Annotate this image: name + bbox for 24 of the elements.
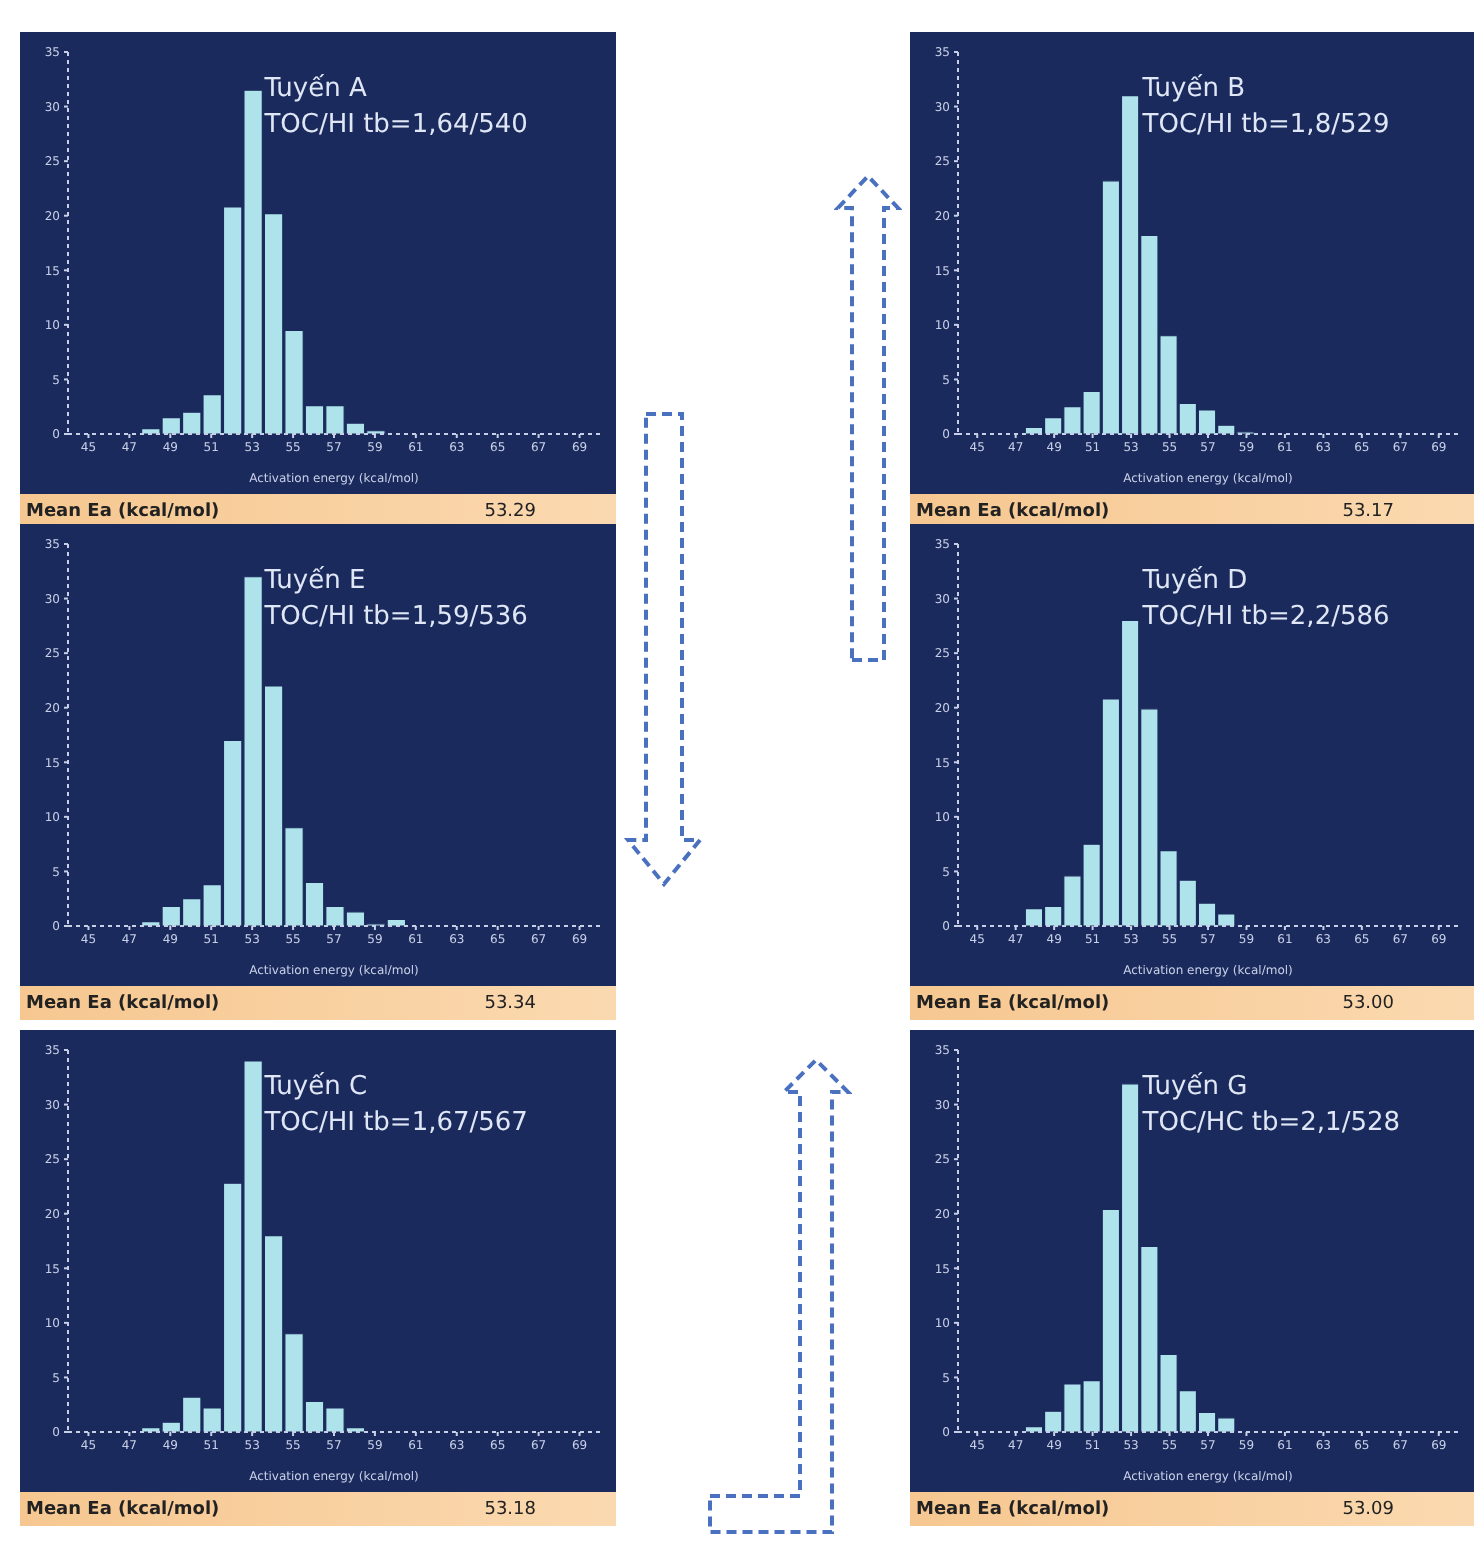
text: Tuyến D xyxy=(1142,564,1250,600)
text: TOC/HI tb=2,2/586 xyxy=(1142,600,1390,636)
text: TOC/HI tb=1,59/536 xyxy=(264,600,528,636)
text: TOC/HI tb=1,64/540 xyxy=(264,108,528,144)
text: TOC/HC tb=2,1/528 xyxy=(1142,1106,1401,1142)
text: 53.09 xyxy=(1342,1499,1394,1519)
text: Tuyến C xyxy=(264,1070,370,1106)
text: Mean Ea (kcal/mol) xyxy=(26,993,220,1013)
text: Mean Ea (kcal/mol) xyxy=(26,501,220,521)
text: 53.17 xyxy=(1342,501,1394,521)
text: 53.00 xyxy=(1342,993,1394,1013)
text: Tuyến A xyxy=(264,72,369,108)
text: Mean Ea (kcal/mol) xyxy=(916,501,1110,521)
text: Tuyến B xyxy=(1142,72,1247,108)
text: 53.34 xyxy=(484,993,536,1013)
text: Tuyến G xyxy=(1142,1070,1250,1106)
text: TOC/HI tb=1,67/567 xyxy=(264,1106,528,1142)
text: 53.29 xyxy=(484,501,536,521)
text: Mean Ea (kcal/mol) xyxy=(26,1499,220,1519)
text: Tuyến E xyxy=(264,564,368,600)
text: TOC/HI tb=1,8/529 xyxy=(1142,108,1390,144)
text: Mean Ea (kcal/mol) xyxy=(916,993,1110,1013)
text: Mean Ea (kcal/mol) xyxy=(916,1499,1110,1519)
text: 53.18 xyxy=(484,1499,536,1519)
